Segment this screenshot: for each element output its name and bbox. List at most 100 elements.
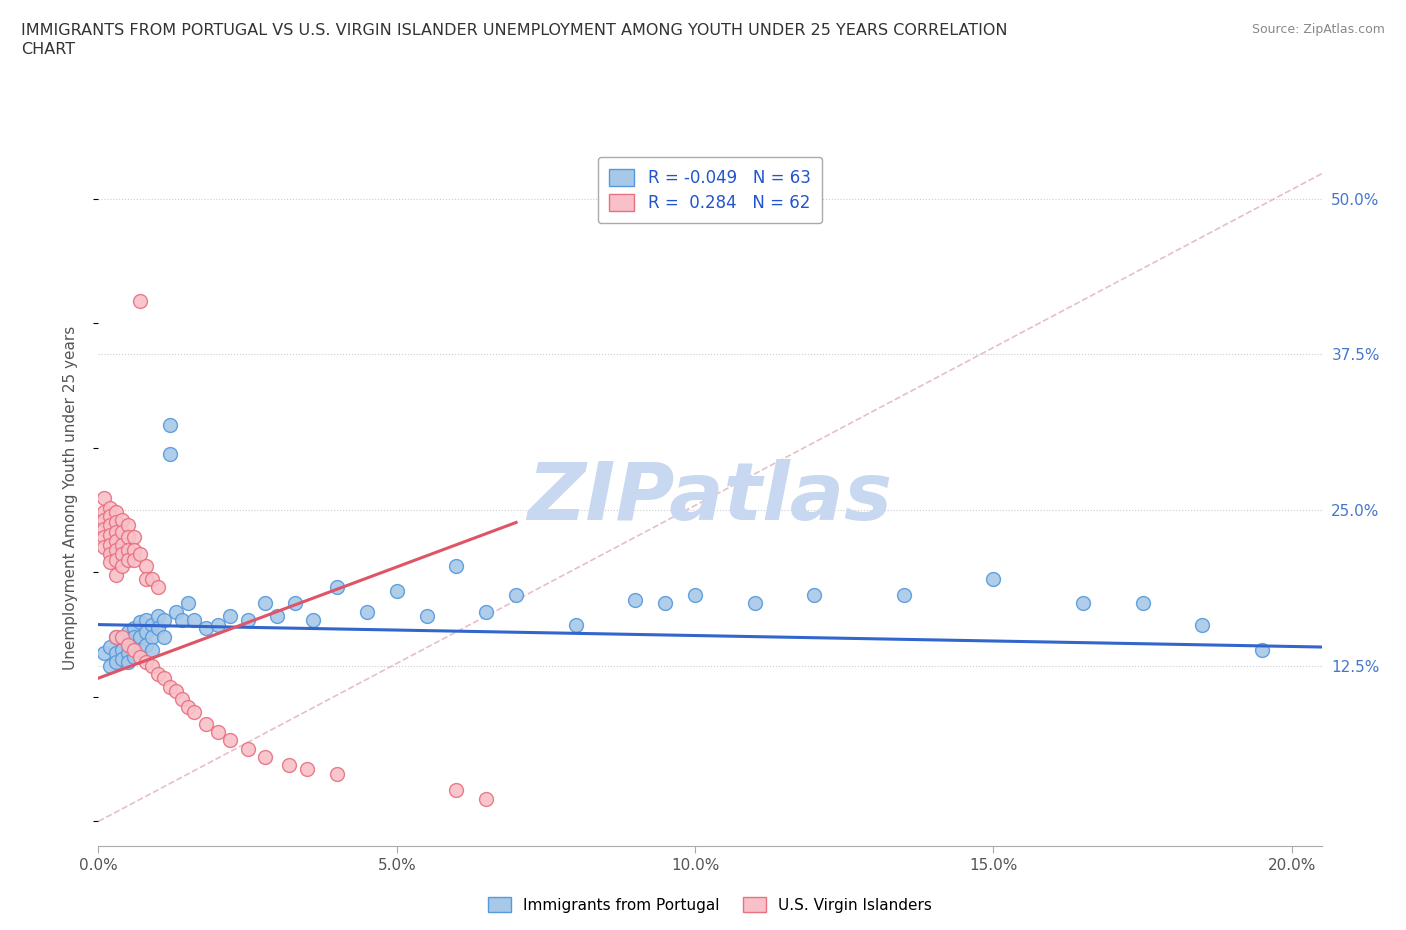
Point bbox=[111, 652, 134, 667]
Point bbox=[93, 505, 115, 520]
Point bbox=[153, 630, 176, 644]
Point bbox=[218, 733, 240, 748]
Point bbox=[146, 667, 169, 682]
Point bbox=[326, 579, 349, 594]
Point bbox=[141, 642, 163, 657]
Text: CHART: CHART bbox=[21, 42, 75, 57]
Point bbox=[122, 649, 145, 664]
Point bbox=[122, 642, 145, 657]
Point bbox=[165, 684, 187, 698]
Point bbox=[135, 612, 157, 627]
Point bbox=[254, 596, 277, 611]
Text: Source: ZipAtlas.com: Source: ZipAtlas.com bbox=[1251, 23, 1385, 36]
Point bbox=[129, 615, 152, 630]
Point bbox=[565, 618, 588, 632]
Point bbox=[98, 546, 121, 561]
Point bbox=[146, 621, 169, 636]
Point bbox=[183, 704, 205, 719]
Point bbox=[266, 608, 288, 623]
Point bbox=[183, 612, 205, 627]
Point bbox=[129, 293, 152, 308]
Point bbox=[170, 612, 193, 627]
Point bbox=[803, 587, 825, 602]
Point bbox=[93, 512, 115, 527]
Point bbox=[129, 630, 152, 644]
Point bbox=[111, 512, 134, 527]
Point bbox=[122, 621, 145, 636]
Point bbox=[135, 655, 157, 670]
Point bbox=[93, 645, 115, 660]
Point bbox=[105, 552, 128, 567]
Point bbox=[122, 552, 145, 567]
Point bbox=[117, 530, 139, 545]
Point bbox=[356, 604, 378, 619]
Point bbox=[105, 525, 128, 540]
Point bbox=[111, 546, 134, 561]
Point bbox=[117, 636, 139, 651]
Point bbox=[385, 583, 408, 598]
Point bbox=[93, 530, 115, 545]
Point bbox=[98, 509, 121, 524]
Point bbox=[1132, 596, 1154, 611]
Point bbox=[122, 640, 145, 655]
Point bbox=[93, 540, 115, 555]
Point bbox=[415, 608, 437, 623]
Point bbox=[122, 530, 145, 545]
Point bbox=[983, 571, 1005, 586]
Point bbox=[159, 680, 181, 695]
Point bbox=[1071, 596, 1094, 611]
Point bbox=[446, 783, 468, 798]
Point bbox=[153, 612, 176, 627]
Point bbox=[683, 587, 706, 602]
Point bbox=[98, 517, 121, 532]
Point bbox=[146, 608, 169, 623]
Point bbox=[254, 750, 277, 764]
Point bbox=[111, 642, 134, 657]
Point bbox=[141, 630, 163, 644]
Point bbox=[505, 587, 527, 602]
Point bbox=[105, 645, 128, 660]
Point bbox=[654, 596, 676, 611]
Point bbox=[297, 762, 319, 777]
Point bbox=[236, 742, 259, 757]
Point bbox=[105, 515, 128, 530]
Point bbox=[111, 525, 134, 540]
Point bbox=[117, 625, 139, 640]
Point bbox=[1191, 618, 1213, 632]
Point bbox=[744, 596, 766, 611]
Point bbox=[105, 655, 128, 670]
Point bbox=[98, 538, 121, 552]
Point bbox=[236, 612, 259, 627]
Point bbox=[302, 612, 325, 627]
Point bbox=[129, 546, 152, 561]
Point bbox=[129, 642, 152, 657]
Point bbox=[105, 630, 128, 644]
Point bbox=[105, 630, 128, 644]
Text: ZIPatlas: ZIPatlas bbox=[527, 458, 893, 537]
Text: IMMIGRANTS FROM PORTUGAL VS U.S. VIRGIN ISLANDER UNEMPLOYMENT AMONG YOUTH UNDER : IMMIGRANTS FROM PORTUGAL VS U.S. VIRGIN … bbox=[21, 23, 1008, 38]
Point bbox=[446, 559, 468, 574]
Point bbox=[284, 596, 307, 611]
Point bbox=[135, 571, 157, 586]
Point bbox=[93, 490, 115, 505]
Point bbox=[98, 500, 121, 515]
Point bbox=[146, 579, 169, 594]
Point bbox=[98, 527, 121, 542]
Point bbox=[117, 542, 139, 557]
Point bbox=[207, 724, 229, 739]
Point bbox=[624, 592, 647, 607]
Point bbox=[218, 608, 240, 623]
Point bbox=[98, 555, 121, 570]
Point bbox=[105, 534, 128, 549]
Point bbox=[141, 571, 163, 586]
Point bbox=[177, 699, 200, 714]
Point bbox=[141, 618, 163, 632]
Point bbox=[135, 559, 157, 574]
Point bbox=[111, 633, 134, 648]
Point bbox=[111, 630, 134, 644]
Point bbox=[141, 658, 163, 673]
Point bbox=[135, 625, 157, 640]
Point bbox=[105, 567, 128, 582]
Point bbox=[135, 637, 157, 652]
Point bbox=[98, 640, 121, 655]
